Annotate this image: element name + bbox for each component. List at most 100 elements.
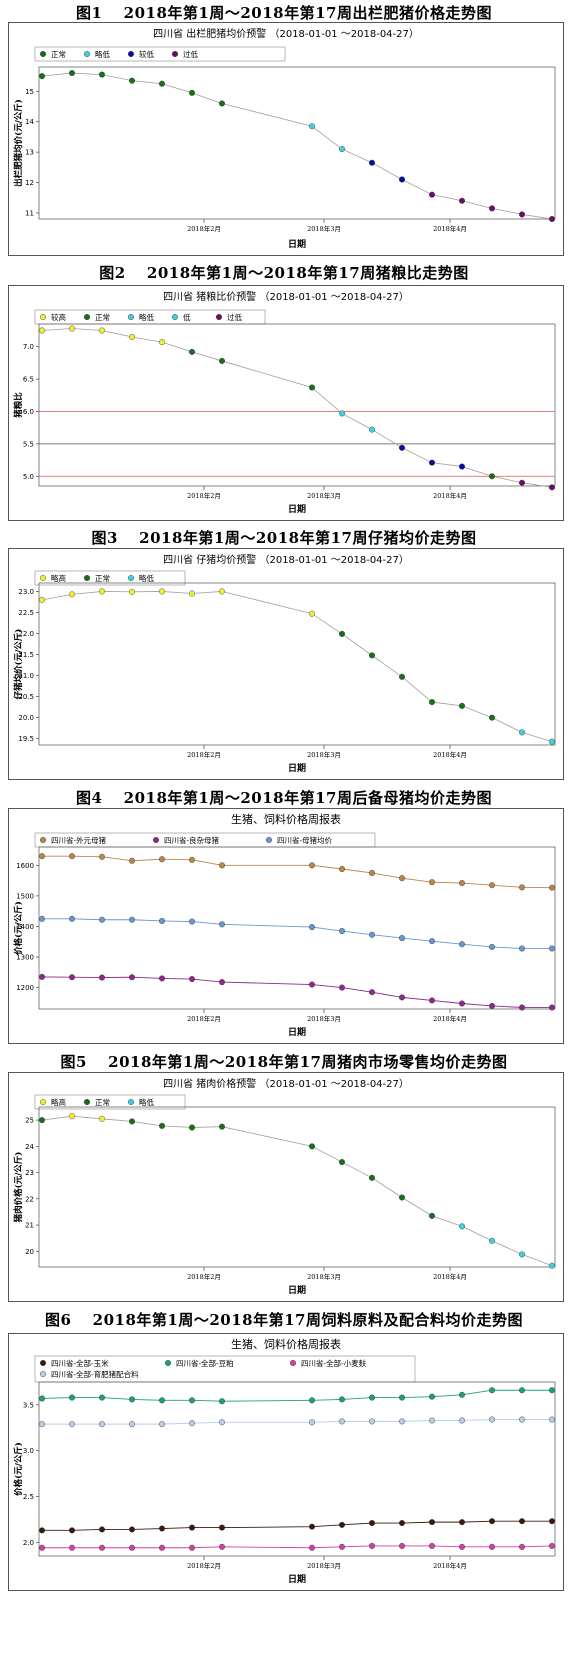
data-point bbox=[369, 1174, 376, 1181]
legend-marker bbox=[40, 314, 47, 321]
data-point bbox=[188, 1397, 195, 1404]
data-point bbox=[309, 981, 316, 988]
data-point bbox=[519, 1518, 526, 1525]
chart-title: 生猪、饲料价格周报表 bbox=[231, 1337, 341, 1351]
x-tick-label: 2018年4月 bbox=[433, 750, 467, 759]
legend-box bbox=[34, 1094, 186, 1110]
figure-caption-3: 图3 2018年第1周～2018年第17周仔猪均价走势图 bbox=[91, 529, 477, 547]
data-point bbox=[309, 384, 316, 391]
data-point bbox=[489, 473, 496, 480]
chart-panel-3: 四川省 仔猪均价预警 （2018-01-01 ～2018-04-27） 19.5 2… bbox=[8, 548, 564, 780]
data-point bbox=[339, 1159, 346, 1166]
legend-marker bbox=[171, 314, 178, 321]
y-tick-label: 22.0 bbox=[18, 630, 34, 638]
data-point bbox=[549, 484, 556, 491]
data-point bbox=[128, 1544, 135, 1551]
legend-marker bbox=[40, 575, 47, 582]
data-point bbox=[489, 1518, 496, 1525]
data-point bbox=[188, 1524, 195, 1531]
figure-caption-4: 图4 2018年第1周～2018年第17周后备母猪均价走势图 bbox=[76, 789, 492, 807]
data-point bbox=[39, 327, 46, 334]
legend-marker bbox=[83, 314, 90, 321]
data-point bbox=[339, 1418, 346, 1425]
data-point bbox=[309, 862, 316, 869]
figure-caption-5: 图5 2018年第1周～2018年第17周猪肉市场零售均价走势图 bbox=[60, 1053, 508, 1071]
plot-area bbox=[38, 582, 556, 746]
data-point bbox=[188, 1124, 195, 1131]
plot-area bbox=[38, 846, 556, 1010]
figure-caption-1: 图1 2018年第1周～2018年第17周出栏肥猪价格走势图 bbox=[76, 4, 492, 22]
x-tick-label: 2018年2月 bbox=[187, 1272, 221, 1281]
data-point bbox=[399, 1394, 406, 1401]
data-point bbox=[489, 882, 496, 889]
data-point bbox=[339, 146, 346, 153]
data-point bbox=[218, 1398, 225, 1405]
data-point bbox=[158, 588, 165, 595]
y-axis-label: 仔猪均价(元/公斤) bbox=[13, 629, 24, 700]
data-point bbox=[158, 1421, 165, 1428]
data-point bbox=[489, 1237, 496, 1244]
y-tick-label: 7.0 bbox=[23, 343, 34, 351]
data-point bbox=[489, 1002, 496, 1009]
legend-marker bbox=[127, 51, 134, 58]
data-point bbox=[459, 463, 466, 470]
data-point bbox=[369, 159, 376, 166]
data-point bbox=[489, 1416, 496, 1423]
legend-marker bbox=[83, 575, 90, 582]
y-tick-label: 1500 bbox=[16, 892, 34, 900]
data-point bbox=[429, 699, 436, 706]
data-point bbox=[39, 1527, 46, 1534]
legend-label: 四川省-全部-豆粕 bbox=[176, 1358, 234, 1368]
chart-panel-5: 四川省 猪肉价格预警 （2018-01-01 ～2018-04-27） 20 21 2… bbox=[8, 1072, 564, 1302]
legend-label: 略低 bbox=[139, 312, 154, 322]
data-point bbox=[429, 879, 436, 886]
data-point bbox=[369, 989, 376, 996]
data-point bbox=[98, 916, 105, 923]
data-point bbox=[158, 1397, 165, 1404]
data-point bbox=[69, 325, 76, 332]
data-point bbox=[339, 984, 346, 991]
plot-area bbox=[38, 1106, 556, 1268]
data-point bbox=[218, 979, 225, 986]
legend-label: 较低 bbox=[139, 49, 154, 59]
legend-label: 四川省-母猪均价 bbox=[277, 835, 333, 845]
data-point bbox=[309, 1419, 316, 1426]
legend-marker bbox=[171, 51, 178, 58]
legend-label: 略高 bbox=[51, 1097, 66, 1107]
legend-marker bbox=[266, 837, 273, 844]
y-tick-label: 1400 bbox=[16, 923, 34, 931]
data-point bbox=[69, 1527, 76, 1534]
data-point bbox=[399, 1194, 406, 1201]
y-tick-label: 5.0 bbox=[23, 473, 34, 481]
y-axis-label: 出栏肥猪均价(元/公斤) bbox=[13, 99, 24, 187]
y-tick-label: 15 bbox=[25, 88, 34, 96]
data-point bbox=[158, 1544, 165, 1551]
data-point bbox=[489, 205, 496, 212]
chart-title: 生猪、饲料价格周报表 bbox=[231, 812, 341, 826]
data-point bbox=[339, 410, 346, 417]
data-point bbox=[218, 588, 225, 595]
legend-label: 正常 bbox=[95, 574, 110, 583]
x-tick-label: 2018年2月 bbox=[187, 491, 221, 500]
data-point bbox=[549, 1542, 556, 1549]
data-point bbox=[128, 1396, 135, 1403]
data-point bbox=[549, 1004, 556, 1011]
y-tick-label: 20 bbox=[25, 1248, 34, 1256]
data-point bbox=[69, 70, 76, 77]
data-point bbox=[549, 884, 556, 891]
y-tick-label: 20.0 bbox=[18, 714, 34, 722]
legend-label: 略低 bbox=[139, 573, 154, 583]
data-point bbox=[339, 1543, 346, 1550]
data-point bbox=[519, 479, 526, 486]
data-point bbox=[188, 590, 195, 597]
data-point bbox=[39, 973, 46, 980]
data-point bbox=[39, 915, 46, 922]
legend-box bbox=[34, 46, 286, 62]
y-axis-label: 价格(元/公斤) bbox=[13, 901, 24, 955]
legend-marker bbox=[40, 1360, 47, 1367]
legend-marker bbox=[40, 1371, 47, 1378]
y-tick-label: 6.5 bbox=[23, 376, 34, 384]
data-point bbox=[39, 73, 46, 80]
legend-box bbox=[34, 570, 186, 586]
legend-label: 略低 bbox=[95, 49, 110, 59]
